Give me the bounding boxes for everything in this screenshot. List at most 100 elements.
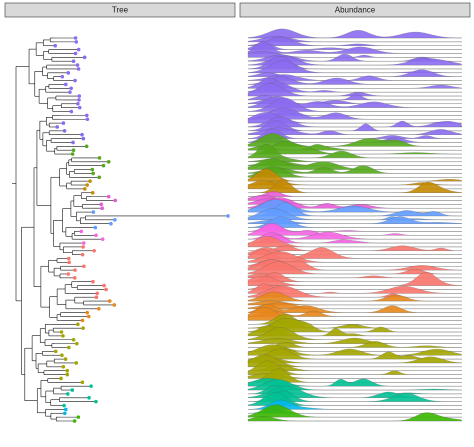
ridge	[247, 144, 463, 159]
ridge	[247, 116, 463, 128]
tip	[67, 345, 71, 350]
ridge	[247, 337, 463, 344]
tip	[106, 159, 111, 164]
panel-strip	[239, 2, 471, 18]
ridge	[247, 127, 463, 135]
ridge	[247, 318, 462, 333]
tip	[76, 322, 80, 327]
tip	[80, 252, 85, 257]
tip	[90, 167, 95, 172]
tip	[80, 380, 85, 385]
tip	[113, 198, 118, 203]
ridge	[247, 97, 463, 112]
ridge	[247, 385, 463, 398]
tip	[97, 307, 101, 311]
tip	[83, 187, 87, 191]
ridge	[247, 165, 463, 174]
ridge	[247, 141, 463, 155]
tip	[95, 291, 100, 296]
tip	[62, 403, 66, 408]
ridge	[247, 412, 463, 422]
ridge	[247, 223, 463, 236]
panel-strip	[4, 2, 236, 18]
ridge	[247, 344, 463, 356]
tip	[100, 206, 104, 211]
ridge	[247, 236, 463, 248]
tip	[73, 78, 77, 83]
tip	[88, 179, 92, 183]
tip	[81, 241, 86, 245]
ridge	[247, 259, 463, 271]
tip	[112, 303, 117, 307]
ridge	[247, 291, 463, 302]
tip	[62, 129, 67, 133]
ridge	[247, 37, 463, 46]
tip	[94, 233, 98, 238]
tip	[63, 357, 68, 361]
ridges	[247, 28, 463, 422]
ridge	[247, 272, 463, 286]
tip	[80, 318, 85, 323]
tip	[84, 144, 89, 149]
ridge	[247, 303, 463, 313]
tip	[107, 299, 112, 303]
tip	[91, 210, 96, 214]
tip	[72, 419, 77, 423]
tip	[75, 63, 80, 67]
tip	[109, 221, 113, 226]
tip	[97, 175, 102, 180]
ridge	[247, 202, 462, 217]
panel-title: Tree	[112, 6, 129, 15]
tip	[70, 152, 75, 156]
tip	[113, 218, 117, 222]
tip	[93, 225, 98, 230]
tip	[61, 121, 66, 125]
tip	[226, 214, 230, 218]
tip	[71, 148, 76, 152]
tree	[12, 36, 230, 423]
ridge	[247, 285, 463, 298]
tip	[66, 272, 71, 276]
tip	[69, 86, 73, 91]
tip	[64, 407, 68, 412]
tip	[80, 132, 84, 137]
tip	[72, 276, 77, 280]
tip	[69, 109, 74, 114]
ridge	[247, 55, 463, 66]
ridge	[247, 83, 463, 97]
tip	[82, 55, 87, 60]
tip	[55, 125, 60, 129]
ridge	[247, 168, 463, 182]
tip	[67, 260, 71, 265]
ridge	[247, 28, 463, 39]
tip	[59, 330, 64, 334]
tip	[73, 36, 78, 40]
tip	[81, 136, 86, 141]
ridge	[247, 96, 463, 108]
tip	[66, 71, 71, 75]
tip	[65, 372, 70, 377]
tip	[100, 237, 105, 241]
tip	[79, 229, 84, 234]
tip	[81, 245, 85, 249]
ridge	[247, 74, 463, 81]
tip	[74, 361, 79, 365]
ridge	[247, 208, 463, 220]
tip	[86, 314, 91, 319]
tip	[76, 101, 80, 106]
tip	[53, 349, 58, 354]
tip	[61, 334, 65, 338]
tip	[91, 171, 95, 176]
tip	[94, 399, 98, 404]
tip	[90, 190, 95, 195]
tip	[61, 365, 66, 369]
tip	[99, 202, 103, 207]
tip	[77, 98, 81, 102]
tip	[92, 248, 96, 253]
tip	[81, 326, 85, 330]
tip	[94, 295, 99, 300]
tip	[76, 47, 81, 52]
ridge	[247, 197, 463, 209]
ridge	[247, 327, 463, 340]
tip	[84, 113, 89, 118]
